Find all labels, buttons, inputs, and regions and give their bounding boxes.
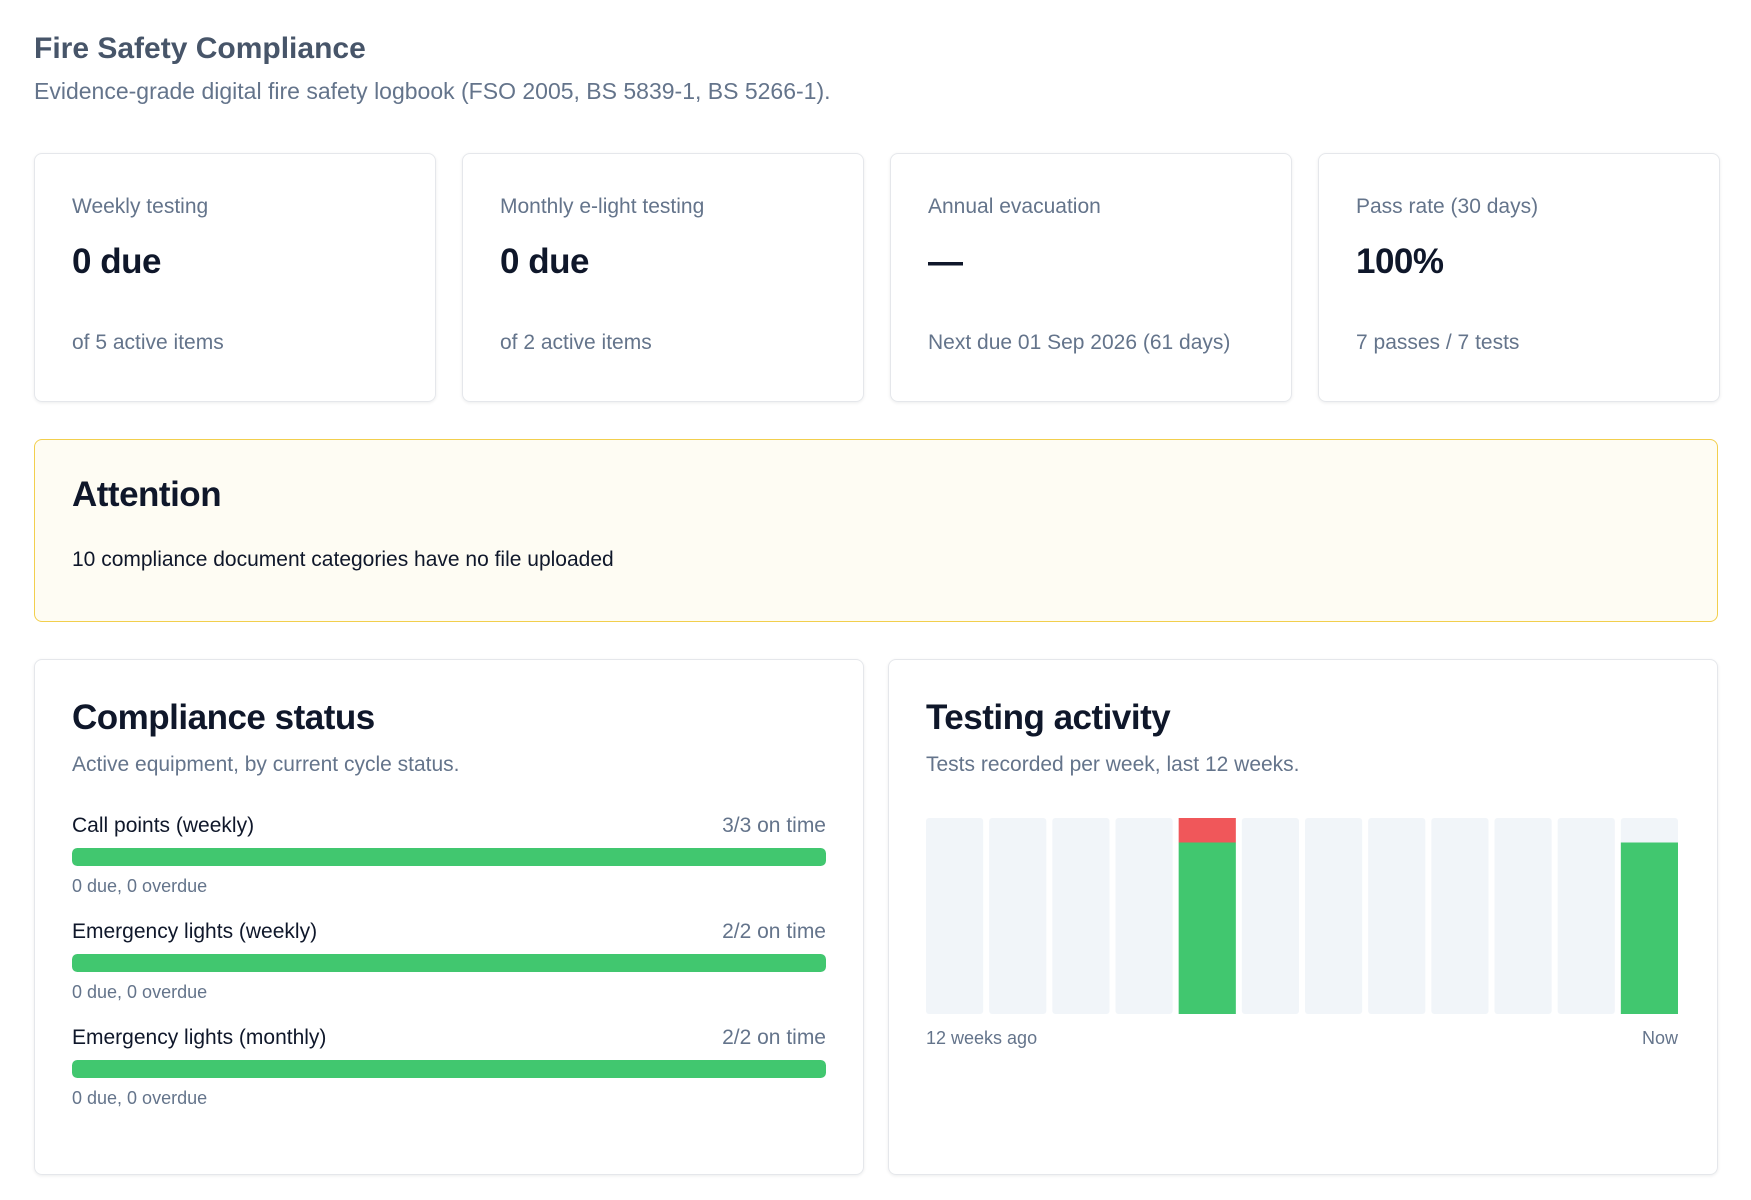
alert-message: 10 compliance document categories have n… — [72, 548, 614, 571]
x-axis-end-label: Now — [1641, 1028, 1678, 1048]
status-row-emergency-lights-weekly: Emergency lights (weekly) 2/2 on time 0 … — [72, 918, 826, 1004]
status-head: Call points (weekly) 3/3 on time — [72, 812, 826, 840]
activity-chart-svg — [926, 818, 1678, 1014]
status-meta: 0 due, 0 overdue — [72, 982, 208, 1002]
stat-value: 100% — [1356, 242, 1444, 281]
week-bar-track — [1305, 818, 1363, 1014]
week-bar-track — [1115, 818, 1173, 1014]
week-bar-track — [989, 818, 1047, 1014]
status-meta: 0 due, 0 overdue — [72, 876, 208, 896]
progress-fill — [72, 1060, 826, 1078]
stat-label: Weekly testing — [72, 195, 209, 218]
page: Fire Safety Compliance Evidence-grade di… — [34, 32, 1737, 1175]
status-name: Emergency lights (weekly) — [72, 920, 318, 943]
progress-fill — [72, 954, 826, 972]
status-meta: 0 due, 0 overdue — [72, 1088, 208, 1108]
page-subtitle: Evidence-grade digital fire safety logbo… — [34, 78, 831, 104]
testing-activity-panel: Testing activity Tests recorded per week… — [888, 659, 1718, 1175]
week-bar-pass — [1178, 842, 1236, 1014]
progress-bar — [72, 848, 826, 866]
stat-label: Annual evacuation — [928, 195, 1101, 218]
stat-card-weekly-testing: Weekly testing 0 due of 5 active items — [34, 153, 436, 402]
testing-activity-chart — [926, 818, 1680, 1014]
status-head: Emergency lights (monthly) 2/2 on time — [72, 1024, 826, 1052]
status-on-time: 2/2 on time — [722, 1026, 826, 1049]
stat-label: Monthly e-light testing — [500, 195, 705, 218]
panels-grid: Compliance status Active equipment, by c… — [34, 659, 1737, 1175]
status-list: Call points (weekly) 3/3 on time 0 due, … — [72, 812, 826, 1110]
progress-bar — [72, 1060, 826, 1078]
week-bar-track — [1494, 818, 1552, 1014]
week-bar-track — [1052, 818, 1110, 1014]
alert-title: Attention — [72, 475, 222, 514]
week-bar-pass — [1620, 842, 1678, 1014]
week-bar-fail — [1178, 818, 1236, 843]
panel-subtitle: Active equipment, by current cycle statu… — [72, 753, 460, 776]
panel-subtitle: Tests recorded per week, last 12 weeks. — [926, 753, 1300, 776]
progress-bar — [72, 954, 826, 972]
page-title: Fire Safety Compliance — [34, 32, 366, 65]
status-row-call-points-weekly: Call points (weekly) 3/3 on time 0 due, … — [72, 812, 826, 898]
week-bar-track — [1431, 818, 1489, 1014]
stat-card-annual-evacuation: Annual evacuation — Next due 01 Sep 2026… — [890, 153, 1292, 402]
stat-note: Next due 01 Sep 2026 (61 days) — [928, 331, 1231, 354]
stat-value: 0 due — [500, 242, 589, 281]
week-bar-track — [1557, 818, 1615, 1014]
week-bar-track — [926, 818, 984, 1014]
status-on-time: 3/3 on time — [722, 814, 826, 837]
attention-alert: Attention 10 compliance document categor… — [34, 439, 1718, 622]
status-name: Call points (weekly) — [72, 814, 255, 837]
chart-x-axis: 12 weeks ago Now — [926, 1026, 1678, 1050]
stat-value: — — [928, 242, 963, 281]
stat-value: 0 due — [72, 242, 161, 281]
week-bar-track — [1241, 818, 1299, 1014]
stat-card-monthly-elight-testing: Monthly e-light testing 0 due of 2 activ… — [462, 153, 864, 402]
stat-note: of 5 active items — [72, 331, 224, 354]
stat-note: 7 passes / 7 tests — [1356, 331, 1520, 354]
status-row-emergency-lights-monthly: Emergency lights (monthly) 2/2 on time 0… — [72, 1024, 826, 1110]
stat-card-pass-rate: Pass rate (30 days) 100% 7 passes / 7 te… — [1318, 153, 1720, 402]
stat-note: of 2 active items — [500, 331, 652, 354]
x-axis-start-label: 12 weeks ago — [926, 1028, 1038, 1048]
status-on-time: 2/2 on time — [722, 920, 826, 943]
status-head: Emergency lights (weekly) 2/2 on time — [72, 918, 826, 946]
status-name: Emergency lights (monthly) — [72, 1026, 327, 1049]
progress-fill — [72, 848, 826, 866]
stats-grid: Weekly testing 0 due of 5 active items M… — [34, 153, 1737, 402]
week-bar-track — [1368, 818, 1426, 1014]
panel-title: Compliance status — [72, 698, 375, 737]
stat-label: Pass rate (30 days) — [1356, 195, 1539, 218]
panel-title: Testing activity — [926, 698, 1171, 737]
compliance-status-panel: Compliance status Active equipment, by c… — [34, 659, 864, 1175]
